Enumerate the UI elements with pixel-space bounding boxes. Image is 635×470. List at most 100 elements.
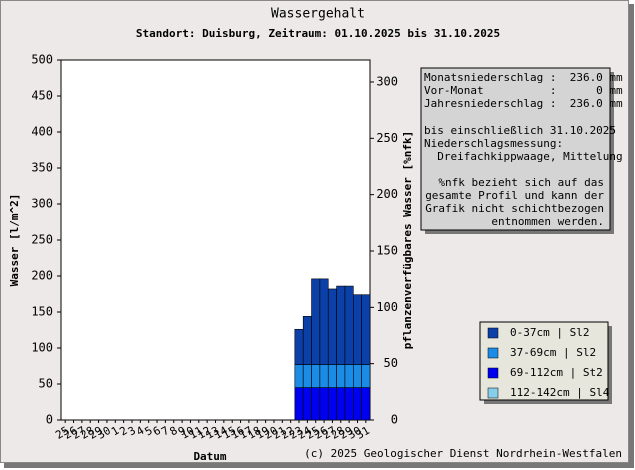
- x-tick-label: 24: [295, 424, 313, 442]
- bar-segment: [302, 364, 312, 388]
- bar-segment: [302, 387, 312, 421]
- info-text: Niederschlagsmessung:: [424, 137, 563, 150]
- x-tick-label: 30: [345, 424, 363, 442]
- bar-segment: [361, 364, 371, 388]
- y-tick-label: 100: [31, 341, 53, 355]
- y-tick-label: 300: [31, 197, 53, 211]
- x-tick-label: 11: [187, 424, 205, 442]
- copyright: (c) 2025 Geologischer Dienst Nordrhein-W…: [304, 447, 622, 460]
- y2-tick-label: 300: [376, 74, 398, 88]
- bar-segment: [352, 387, 362, 421]
- bar-segment: [344, 285, 354, 365]
- bar-segment: [319, 364, 329, 388]
- bar-segment: [294, 328, 304, 365]
- x-tick-label: 15: [220, 424, 238, 442]
- shadow: [629, 4, 634, 468]
- legend-label: 112-142cm | Sl4: [510, 386, 610, 399]
- y-tick-label: 400: [31, 125, 53, 139]
- y-tick-label: 150: [31, 305, 53, 319]
- x-tick-label: 26: [62, 424, 80, 442]
- x-tick-label: 19: [254, 424, 272, 442]
- bar-segment: [336, 285, 346, 365]
- y2-tick-label: 200: [376, 187, 398, 201]
- legend-swatch: [487, 327, 499, 339]
- x-tick-label: 29: [87, 424, 105, 442]
- bar-segment: [311, 387, 321, 421]
- x-tick-label: 16: [229, 424, 247, 442]
- bar-segment: [361, 294, 371, 365]
- y-tick-label: 500: [31, 53, 53, 67]
- legend-swatch: [487, 367, 499, 379]
- info-text: Grafik nicht schichtbezogen: [425, 202, 604, 215]
- x-tick-label: 28: [78, 424, 96, 442]
- x-tick-label: 14: [212, 424, 230, 442]
- bar-segment: [336, 364, 346, 388]
- info-text: gesamte Profil und kann der: [425, 189, 604, 202]
- legend-label: 69-112cm | St2: [510, 366, 603, 379]
- x-tick-label: 13: [204, 424, 222, 442]
- bar-segment: [327, 387, 337, 421]
- info-text: Monatsniederschlag : 236.0 mm: [424, 71, 623, 84]
- legend-box: [479, 321, 609, 401]
- legend-swatch: [487, 387, 499, 399]
- x-tick-label: 28: [329, 424, 347, 442]
- info-text: Jahresniederschlag : 236.0 mm: [424, 97, 623, 110]
- bar-segment: [319, 278, 329, 365]
- info-box: [420, 67, 611, 231]
- bar-segment: [361, 387, 371, 421]
- y-tick-label: 450: [31, 89, 53, 103]
- x-tick-label: 10: [178, 424, 196, 442]
- x-tick-label: 12: [195, 424, 213, 442]
- x-tick-label: 25: [53, 424, 71, 442]
- info-text: Dreifachkippwaage, Mittelung: [424, 150, 623, 163]
- x-tick-label: 30: [95, 424, 113, 442]
- x-tick-label: 22: [279, 424, 297, 442]
- y2-axis-label: pflanzenverfügbares Wasser [%nfk]: [401, 131, 414, 350]
- bar-segment: [327, 288, 337, 365]
- legend-label: 37-69cm | Sl2: [510, 346, 596, 359]
- bar-segment: [344, 364, 354, 388]
- x-tick-label: 25: [304, 424, 322, 442]
- y-tick-label: 50: [39, 377, 53, 391]
- x-axis-label: Datum: [193, 450, 226, 463]
- bar-segment: [336, 387, 346, 421]
- bar-segment: [294, 364, 304, 388]
- y2-tick-label: 50: [384, 356, 398, 370]
- y2-tick-label: 150: [376, 243, 398, 257]
- y2-tick-label: 0: [391, 413, 398, 427]
- legend-label: 0-37cm | Sl2: [510, 326, 589, 339]
- x-tick-label: 26: [312, 424, 330, 442]
- bar-segment: [344, 387, 354, 421]
- bar-segment: [352, 364, 362, 388]
- x-tick-label: 20: [262, 424, 280, 442]
- x-tick-label: 27: [320, 424, 338, 442]
- y2-tick-label: 100: [376, 300, 398, 314]
- info-text: %nfk bezieht sich auf das: [438, 176, 604, 189]
- x-tick-label: 18: [245, 424, 263, 442]
- bar-segment: [319, 387, 329, 421]
- legend-swatch: [487, 347, 499, 359]
- y-axis-label: Wasser [l/m^2]: [8, 194, 21, 287]
- x-tick-label: 29: [337, 424, 355, 442]
- bar-segment: [352, 294, 362, 365]
- y-tick-label: 350: [31, 161, 53, 175]
- info-text: bis einschließlich 31.10.2025: [424, 124, 616, 137]
- x-tick-label: 23: [287, 424, 305, 442]
- y-tick-label: 200: [31, 269, 53, 283]
- y2-tick-label: 250: [376, 131, 398, 145]
- x-tick-label: 31: [354, 424, 372, 442]
- bar-segment: [311, 364, 321, 388]
- y-tick-label: 0: [46, 413, 53, 427]
- info-text: Vor-Monat : 0 mm: [424, 84, 623, 97]
- bar-segment: [294, 387, 304, 421]
- chart-subtitle: Standort: Duisburg, Zeitraum: 01.10.2025…: [136, 27, 500, 40]
- x-tick-label: 27: [70, 424, 88, 442]
- bar-segment: [327, 364, 337, 388]
- bar-segment: [311, 278, 321, 365]
- x-tick-label: 21: [270, 424, 288, 442]
- shadow: [4, 463, 634, 468]
- bar-segment: [302, 316, 312, 365]
- y-tick-label: 250: [31, 233, 53, 247]
- chart-title: Wassergehalt: [271, 7, 365, 22]
